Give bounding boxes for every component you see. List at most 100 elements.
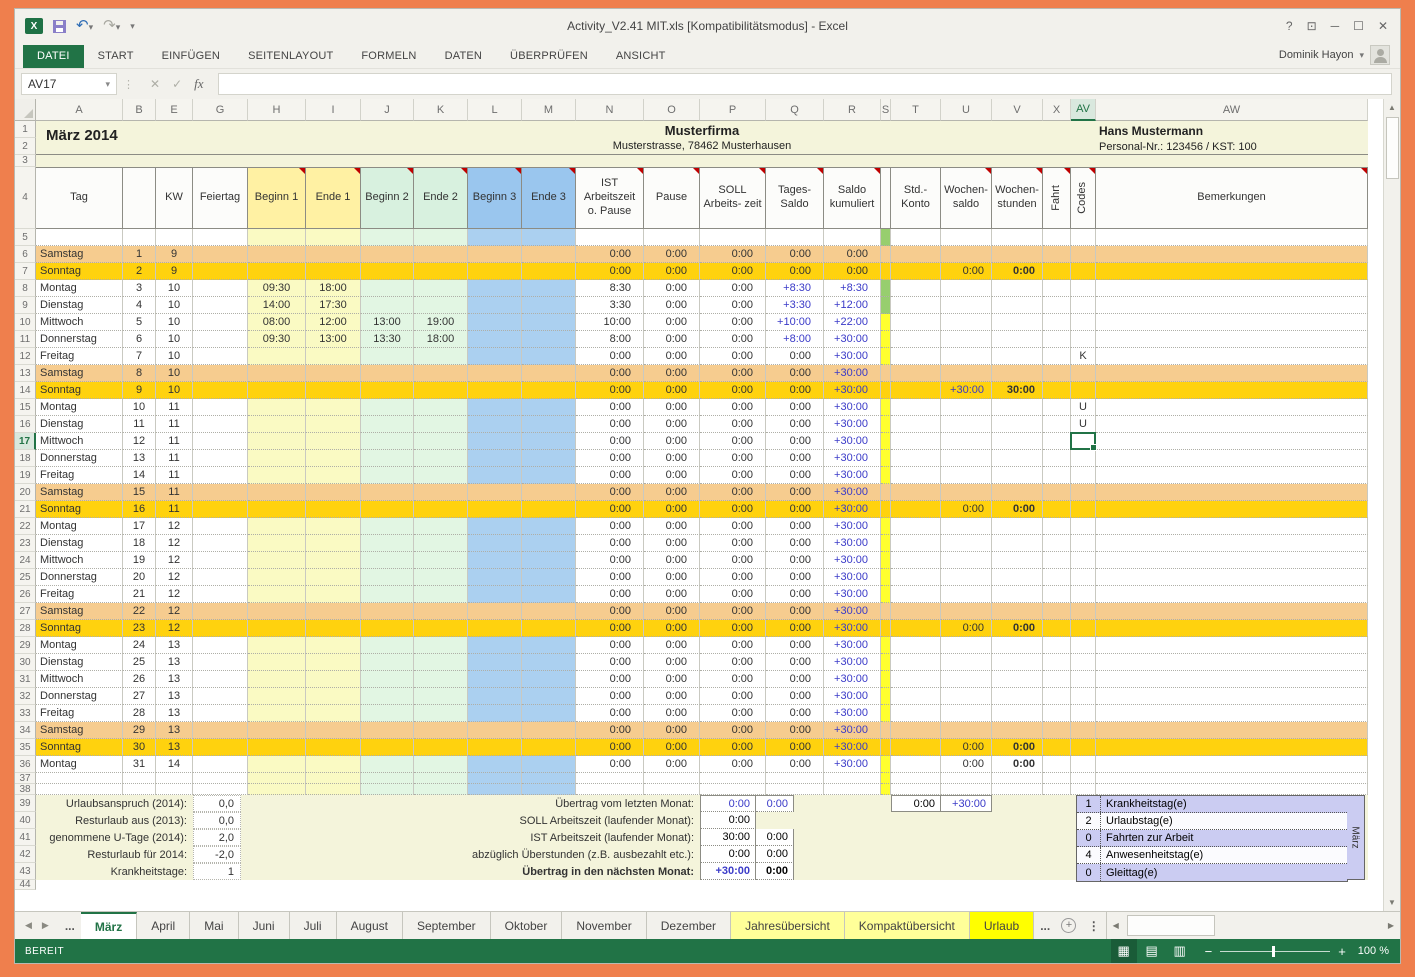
- cell[interactable]: 0:00: [700, 637, 766, 654]
- cell[interactable]: [891, 637, 941, 654]
- cell[interactable]: Dienstag: [36, 297, 123, 314]
- cell[interactable]: [468, 467, 522, 484]
- cell[interactable]: [891, 331, 941, 348]
- cell[interactable]: [700, 784, 766, 795]
- cell[interactable]: [522, 229, 576, 246]
- cell[interactable]: [1096, 484, 1368, 501]
- insert-function-icon[interactable]: fx: [194, 76, 203, 92]
- cell[interactable]: [891, 229, 941, 246]
- row-header-38[interactable]: 38: [15, 784, 36, 795]
- excel-logo-icon[interactable]: X: [25, 18, 43, 34]
- row-header-22[interactable]: 22: [15, 518, 36, 535]
- cell[interactable]: 30:00: [992, 382, 1043, 399]
- cell[interactable]: [941, 569, 992, 586]
- row-header-40[interactable]: 40: [15, 812, 36, 829]
- cell[interactable]: [248, 433, 306, 450]
- cell[interactable]: [1043, 603, 1071, 620]
- cell[interactable]: [1096, 552, 1368, 569]
- cell[interactable]: +30:00: [824, 433, 881, 450]
- cell[interactable]: [414, 348, 468, 365]
- cell[interactable]: [1071, 484, 1096, 501]
- sheet-tab-jahresübersicht[interactable]: Jahresübersicht: [731, 912, 845, 939]
- cell[interactable]: 9: [123, 382, 156, 399]
- cell[interactable]: Sonntag: [36, 263, 123, 280]
- cell[interactable]: [1096, 416, 1368, 433]
- cell[interactable]: 13:30: [361, 331, 414, 348]
- row-header-19[interactable]: 19: [15, 467, 36, 484]
- cell[interactable]: [468, 688, 522, 705]
- cell[interactable]: [576, 229, 644, 246]
- cell[interactable]: [881, 484, 891, 501]
- cell[interactable]: [361, 705, 414, 722]
- cell[interactable]: [992, 705, 1043, 722]
- cell[interactable]: 13: [156, 739, 193, 756]
- cell[interactable]: [522, 467, 576, 484]
- cell[interactable]: [1096, 722, 1368, 739]
- qat-customize-icon[interactable]: ▾: [130, 21, 135, 32]
- cell[interactable]: [522, 416, 576, 433]
- cell[interactable]: [468, 297, 522, 314]
- cell[interactable]: [1096, 569, 1368, 586]
- sheet-tab-urlaub[interactable]: Urlaub: [970, 912, 1034, 939]
- row-header-15[interactable]: 15: [15, 399, 36, 416]
- cell[interactable]: [248, 484, 306, 501]
- cell[interactable]: [248, 688, 306, 705]
- cell[interactable]: [248, 620, 306, 637]
- cell[interactable]: +30:00: [824, 416, 881, 433]
- cell[interactable]: [414, 484, 468, 501]
- cell[interactable]: 0:00: [700, 382, 766, 399]
- cell[interactable]: 10: [156, 314, 193, 331]
- cell[interactable]: 25: [123, 654, 156, 671]
- cell[interactable]: 18:00: [414, 331, 468, 348]
- zoom-in-icon[interactable]: +: [1338, 944, 1346, 959]
- cell[interactable]: [306, 348, 361, 365]
- cell[interactable]: [1043, 620, 1071, 637]
- cell[interactable]: [941, 688, 992, 705]
- cell[interactable]: 11: [156, 399, 193, 416]
- row-header-1[interactable]: 1: [15, 121, 36, 138]
- cell[interactable]: [306, 433, 361, 450]
- cell[interactable]: [941, 297, 992, 314]
- cell[interactable]: +30:00: [824, 501, 881, 518]
- cell[interactable]: 0:00: [700, 705, 766, 722]
- cell[interactable]: [891, 280, 941, 297]
- cell[interactable]: [941, 314, 992, 331]
- cell[interactable]: [941, 773, 992, 784]
- cell[interactable]: 0:00: [766, 671, 824, 688]
- cell[interactable]: Freitag: [36, 705, 123, 722]
- cell[interactable]: [1071, 586, 1096, 603]
- sheet-tab-oktober[interactable]: Oktober: [491, 912, 563, 939]
- cell[interactable]: 0:00: [644, 586, 700, 603]
- cell[interactable]: 17: [123, 518, 156, 535]
- cell[interactable]: [414, 467, 468, 484]
- cell[interactable]: 0:00: [941, 620, 992, 637]
- cell[interactable]: Samstag: [36, 722, 123, 739]
- cell[interactable]: [992, 450, 1043, 467]
- cell[interactable]: [881, 671, 891, 688]
- cell[interactable]: [361, 620, 414, 637]
- user-dropdown-icon[interactable]: ▾: [1359, 50, 1364, 61]
- cell[interactable]: [414, 688, 468, 705]
- cell[interactable]: [1096, 784, 1368, 795]
- column-header-AW[interactable]: AW: [1096, 99, 1368, 121]
- row-header-4[interactable]: 4: [15, 167, 36, 229]
- cell[interactable]: 13: [123, 450, 156, 467]
- cell[interactable]: [522, 654, 576, 671]
- cell[interactable]: [644, 784, 700, 795]
- column-header-M[interactable]: M: [522, 99, 576, 121]
- cell[interactable]: 0:00: [576, 739, 644, 756]
- cell[interactable]: +12:00: [824, 297, 881, 314]
- cell[interactable]: [248, 552, 306, 569]
- ribbon-options-button[interactable]: ⊡: [1307, 19, 1317, 33]
- cell[interactable]: 18:00: [306, 280, 361, 297]
- cell[interactable]: Mittwoch: [36, 552, 123, 569]
- cell[interactable]: [941, 637, 992, 654]
- cell[interactable]: [522, 739, 576, 756]
- cell[interactable]: [193, 484, 248, 501]
- cell[interactable]: 0:00: [766, 637, 824, 654]
- cell[interactable]: 12: [156, 569, 193, 586]
- cell[interactable]: [881, 416, 891, 433]
- cell[interactable]: [414, 246, 468, 263]
- row-header-7[interactable]: 7: [15, 263, 36, 280]
- table-header-N[interactable]: IST Arbeitszeit o. Pause: [576, 167, 644, 229]
